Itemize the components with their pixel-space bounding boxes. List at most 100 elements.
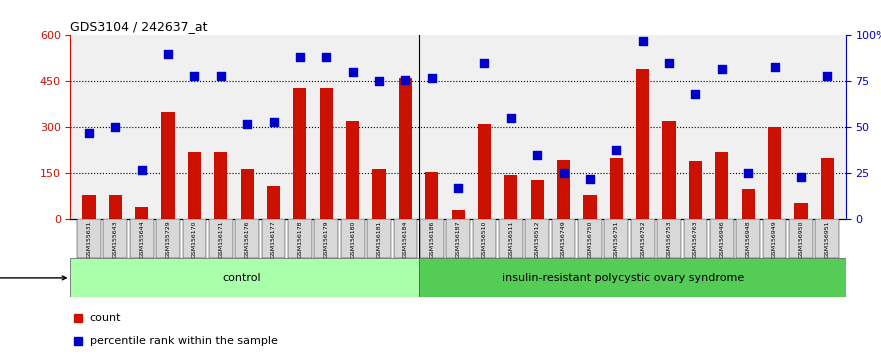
FancyBboxPatch shape bbox=[420, 219, 444, 258]
Point bbox=[741, 171, 755, 176]
Point bbox=[161, 51, 175, 57]
Bar bbox=[373, 169, 386, 219]
Point bbox=[82, 130, 96, 136]
Point bbox=[188, 73, 202, 79]
FancyBboxPatch shape bbox=[710, 219, 734, 258]
Point bbox=[662, 60, 676, 66]
Point bbox=[451, 185, 465, 191]
FancyBboxPatch shape bbox=[447, 219, 470, 258]
Text: GSM156178: GSM156178 bbox=[298, 220, 302, 258]
Text: GSM156511: GSM156511 bbox=[508, 220, 514, 258]
Text: GSM156186: GSM156186 bbox=[429, 220, 434, 258]
FancyBboxPatch shape bbox=[631, 219, 655, 258]
Text: GSM156946: GSM156946 bbox=[719, 220, 724, 258]
FancyBboxPatch shape bbox=[367, 219, 391, 258]
Point bbox=[292, 55, 307, 60]
Text: GSM156171: GSM156171 bbox=[218, 220, 223, 258]
Bar bbox=[293, 87, 307, 219]
FancyBboxPatch shape bbox=[578, 219, 602, 258]
Text: GSM156948: GSM156948 bbox=[745, 220, 751, 258]
Text: control: control bbox=[223, 273, 261, 283]
Text: GSM156184: GSM156184 bbox=[403, 220, 408, 258]
FancyBboxPatch shape bbox=[525, 219, 549, 258]
Point bbox=[583, 176, 597, 182]
FancyBboxPatch shape bbox=[156, 219, 180, 258]
Text: GSM156951: GSM156951 bbox=[825, 220, 830, 258]
Text: GSM156750: GSM156750 bbox=[588, 220, 592, 258]
Text: disease state: disease state bbox=[0, 273, 66, 283]
FancyBboxPatch shape bbox=[209, 219, 233, 258]
Text: GSM155631: GSM155631 bbox=[86, 220, 92, 258]
Text: GSM155643: GSM155643 bbox=[113, 220, 118, 258]
Text: insulin-resistant polycystic ovary syndrome: insulin-resistant polycystic ovary syndr… bbox=[502, 273, 744, 283]
Text: GSM156949: GSM156949 bbox=[772, 220, 777, 258]
Bar bbox=[135, 207, 148, 219]
Text: GSM156177: GSM156177 bbox=[271, 220, 276, 258]
Text: GSM156176: GSM156176 bbox=[245, 220, 249, 258]
Bar bbox=[557, 160, 570, 219]
Bar bbox=[504, 175, 517, 219]
Text: percentile rank within the sample: percentile rank within the sample bbox=[90, 336, 278, 346]
Bar bbox=[663, 121, 676, 219]
Bar bbox=[452, 210, 464, 219]
Point bbox=[610, 147, 624, 152]
Bar bbox=[715, 152, 729, 219]
Bar bbox=[610, 158, 623, 219]
FancyBboxPatch shape bbox=[130, 219, 153, 258]
Bar bbox=[795, 202, 808, 219]
Text: GSM156512: GSM156512 bbox=[535, 220, 540, 258]
FancyBboxPatch shape bbox=[70, 258, 418, 297]
Text: GSM156179: GSM156179 bbox=[324, 220, 329, 258]
Point bbox=[767, 64, 781, 69]
Bar bbox=[636, 69, 649, 219]
Bar bbox=[108, 195, 122, 219]
Text: GSM156749: GSM156749 bbox=[561, 220, 566, 258]
FancyBboxPatch shape bbox=[763, 219, 787, 258]
Point bbox=[688, 91, 702, 97]
Bar bbox=[530, 179, 544, 219]
FancyBboxPatch shape bbox=[789, 219, 813, 258]
Text: GSM156170: GSM156170 bbox=[192, 220, 197, 258]
Bar bbox=[267, 186, 280, 219]
Text: GSM156751: GSM156751 bbox=[614, 220, 618, 258]
Point bbox=[319, 55, 333, 60]
FancyBboxPatch shape bbox=[684, 219, 707, 258]
FancyBboxPatch shape bbox=[657, 219, 681, 258]
Point bbox=[530, 152, 544, 158]
Bar bbox=[689, 161, 702, 219]
FancyBboxPatch shape bbox=[499, 219, 522, 258]
Text: GSM156763: GSM156763 bbox=[693, 220, 698, 258]
FancyBboxPatch shape bbox=[418, 258, 848, 297]
Point bbox=[504, 115, 518, 121]
Text: GSM155729: GSM155729 bbox=[166, 220, 171, 258]
Bar bbox=[478, 124, 491, 219]
Text: GSM156753: GSM156753 bbox=[667, 220, 671, 258]
Bar bbox=[742, 189, 755, 219]
FancyBboxPatch shape bbox=[182, 219, 206, 258]
Bar bbox=[214, 152, 227, 219]
Text: count: count bbox=[90, 313, 122, 323]
Point bbox=[478, 60, 492, 66]
FancyBboxPatch shape bbox=[816, 219, 840, 258]
FancyBboxPatch shape bbox=[737, 219, 760, 258]
Point bbox=[425, 75, 439, 81]
Point bbox=[345, 69, 359, 75]
Point bbox=[108, 125, 122, 130]
Bar bbox=[241, 169, 254, 219]
FancyBboxPatch shape bbox=[604, 219, 628, 258]
Point bbox=[214, 73, 228, 79]
Text: GDS3104 / 242637_at: GDS3104 / 242637_at bbox=[70, 20, 208, 33]
FancyBboxPatch shape bbox=[235, 219, 259, 258]
Point bbox=[820, 73, 834, 79]
FancyBboxPatch shape bbox=[394, 219, 418, 258]
Text: GSM156950: GSM156950 bbox=[798, 220, 803, 258]
FancyBboxPatch shape bbox=[103, 219, 127, 258]
Bar bbox=[82, 195, 95, 219]
Text: GSM156181: GSM156181 bbox=[376, 220, 381, 258]
Text: GSM156187: GSM156187 bbox=[455, 220, 461, 258]
Bar bbox=[583, 195, 596, 219]
FancyBboxPatch shape bbox=[552, 219, 575, 258]
Point bbox=[714, 66, 729, 72]
Text: GSM155644: GSM155644 bbox=[139, 220, 144, 258]
Text: GSM156180: GSM156180 bbox=[350, 220, 355, 258]
